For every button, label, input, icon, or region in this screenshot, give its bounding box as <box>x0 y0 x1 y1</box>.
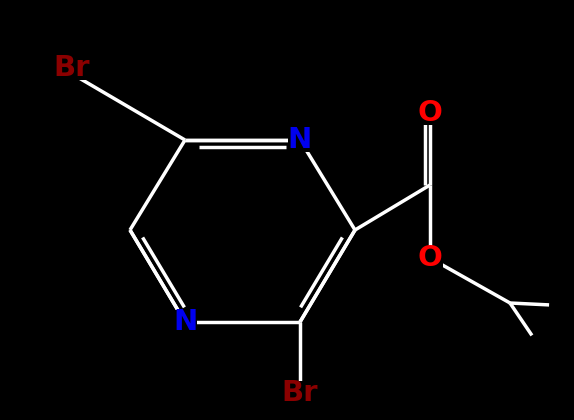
Bar <box>52 56 92 80</box>
Bar <box>417 246 443 270</box>
Text: Br: Br <box>54 54 90 82</box>
Text: N: N <box>173 308 197 336</box>
Bar <box>280 381 320 405</box>
Text: N: N <box>288 126 312 154</box>
Text: O: O <box>417 99 443 127</box>
Bar <box>173 310 197 334</box>
Text: Br: Br <box>282 379 318 407</box>
Text: O: O <box>417 244 443 272</box>
Bar <box>288 128 312 152</box>
Bar <box>417 101 443 125</box>
